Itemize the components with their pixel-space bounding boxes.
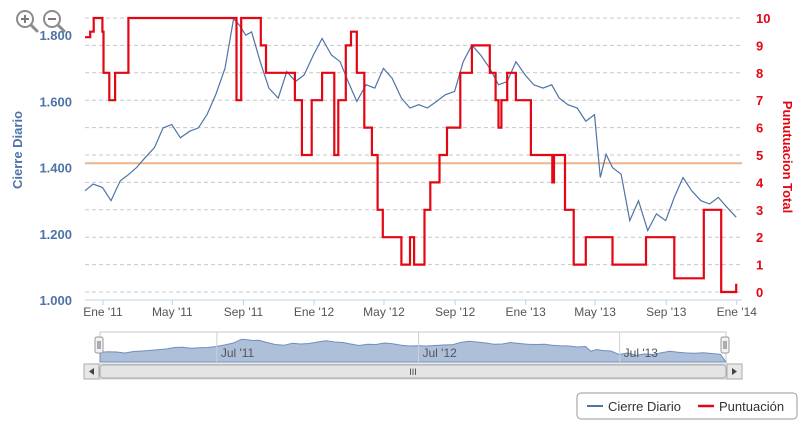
y-right-tick-label: 1 <box>756 258 763 273</box>
zoom-out-icon[interactable] <box>43 10 66 33</box>
y-right-tick-label: 9 <box>756 38 763 53</box>
y-axis-right-title: Punutuacion Total <box>780 101 795 213</box>
y-axis-left-title: Cierre Diario <box>10 111 25 189</box>
axes: Ene '11 May '11 Sep '11 Ene '12 May '12 Sep '… <box>39 11 770 319</box>
y-right-tick-label: 3 <box>756 203 763 218</box>
x-tick-label: Ene '13 <box>506 305 547 319</box>
y-left-tick-label: 1.400 <box>39 161 72 176</box>
legend-label-puntuacion: Puntuación <box>719 399 784 414</box>
legend-label-cierre-diario: Cierre Diario <box>608 399 681 414</box>
arrow-left-icon <box>89 368 94 375</box>
y-left-tick-label: 1.200 <box>39 227 72 242</box>
legend: Cierre Diario Puntuación <box>576 392 798 420</box>
y-right-tick-label: 6 <box>756 121 763 136</box>
arrow-right-icon <box>732 368 737 375</box>
navigator-label: Jul '13 <box>624 346 659 360</box>
navigator-handle-right[interactable] <box>720 336 730 354</box>
navigator-handle-left[interactable] <box>94 336 104 354</box>
x-tick-label: May '13 <box>574 305 616 319</box>
scrollbar-thumb[interactable] <box>99 364 727 379</box>
y-left-tick-label: 1.000 <box>39 293 72 308</box>
y-right-tick-label: 5 <box>756 148 763 163</box>
x-tick-label: Sep '12 <box>435 305 476 319</box>
y-right-tick-label: 8 <box>756 66 763 81</box>
x-tick-label: May '11 <box>152 305 193 319</box>
y-right-tick-label: 10 <box>756 11 770 26</box>
x-tick-label: Ene '14 <box>717 305 758 319</box>
series-line-cierre-diario[interactable] <box>84 17 737 233</box>
navigator-label: Jul '12 <box>423 346 458 360</box>
legend-item-puntuacion[interactable]: Puntuación <box>698 399 784 414</box>
scrollbar-grip: III <box>409 367 417 377</box>
y-right-tick-label: 4 <box>756 175 764 190</box>
navigator-area <box>99 338 727 363</box>
y-right-tick-label: 7 <box>756 93 763 108</box>
grid-lines <box>85 17 742 293</box>
x-tick-label: Sep '13 <box>646 305 687 319</box>
x-tick-label: Sep '11 <box>224 305 264 319</box>
x-tick-label: May '12 <box>363 305 405 319</box>
series-layer <box>84 16 738 294</box>
navigator[interactable]: Jul '11 Jul '12 Jul '13 III <box>83 331 743 380</box>
legend-box <box>576 392 798 420</box>
zoom-in-icon[interactable] <box>16 10 39 33</box>
x-tick-label: Ene '12 <box>294 305 335 319</box>
navigator-label: Jul '11 <box>221 346 255 360</box>
x-tick-label: Ene '11 <box>83 305 123 319</box>
y-right-tick-label: 2 <box>756 230 763 245</box>
y-left-tick-label: 1.800 <box>39 28 72 43</box>
series-line-puntuacion[interactable] <box>85 16 738 294</box>
y-left-tick-label: 1.600 <box>39 94 72 109</box>
y-right-tick-label: 0 <box>756 285 763 300</box>
legend-item-cierre-diario[interactable]: Cierre Diario <box>587 399 681 414</box>
